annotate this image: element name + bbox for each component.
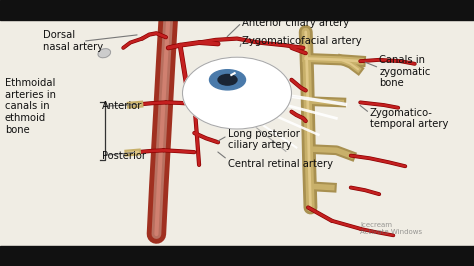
Ellipse shape <box>98 49 110 58</box>
Text: Anterior: Anterior <box>102 101 142 111</box>
Text: Anterior ciliary artery: Anterior ciliary artery <box>242 18 349 28</box>
Text: Long posterior
ciliary artery: Long posterior ciliary artery <box>228 129 300 151</box>
Text: Zygomatico-
temporal artery: Zygomatico- temporal artery <box>370 107 448 129</box>
Bar <box>0 0 474 20</box>
Circle shape <box>218 74 237 85</box>
Bar <box>0 246 474 266</box>
Circle shape <box>210 70 246 90</box>
Text: Ethmoidal
arteries in
canals in
ethmoid
bone: Ethmoidal arteries in canals in ethmoid … <box>5 78 56 135</box>
Text: Zygomaticofacial artery: Zygomaticofacial artery <box>242 36 361 46</box>
Text: Dorsal
nasal artery: Dorsal nasal artery <box>43 30 103 52</box>
Text: Posterior: Posterior <box>102 151 146 161</box>
Text: Central retinal artery: Central retinal artery <box>228 159 333 169</box>
Text: Canals in
zygomatic
bone: Canals in zygomatic bone <box>379 55 430 88</box>
Text: Icecream
Activate Windows: Icecream Activate Windows <box>360 222 422 235</box>
Ellipse shape <box>182 57 292 129</box>
Bar <box>0 20 474 246</box>
